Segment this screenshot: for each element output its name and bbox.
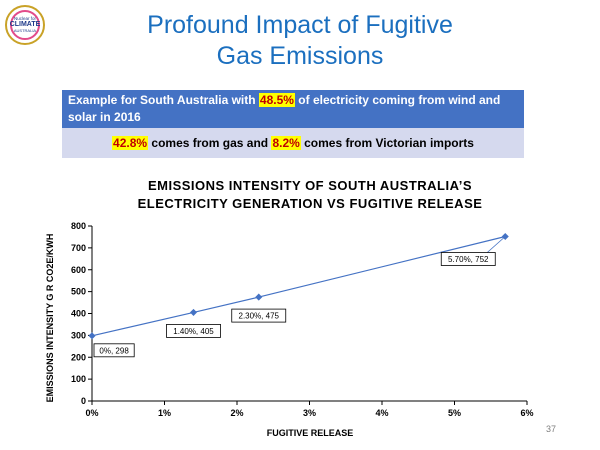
- x-tick-label: 3%: [303, 408, 316, 418]
- data-label-box: [166, 324, 221, 338]
- data-label-box: [231, 308, 287, 323]
- y-tick-label: 100: [71, 374, 86, 384]
- gas-share-highlight: 42.8%: [112, 136, 149, 150]
- data-label: 0%, 298: [99, 346, 129, 355]
- chart-data-labels: 0%, 298 1.40%, 405 2.30%, 475 5.70%, 752: [93, 236, 506, 358]
- logo-line-2: CLIMATE: [9, 21, 41, 29]
- gas-imports-callout: 42.8% comes from gas and 8.2% comes from…: [62, 128, 524, 158]
- data-point: [88, 332, 96, 340]
- callout-text-post: of electricity coming from wind and sola…: [68, 93, 501, 124]
- wind-solar-callout: Example for South Australia with 48.5% o…: [62, 90, 524, 128]
- gas-callout-post: comes from Victorian imports: [300, 136, 474, 150]
- chart-title: EMISSIONS INTENSITY OF SOUTH AUSTRALIA’S…: [60, 177, 560, 213]
- y-tick-label: 300: [71, 330, 86, 340]
- data-label-leader: [486, 236, 506, 253]
- nuclear-for-climate-logo: Nuclear for CLIMATE AUSTRALIA: [5, 5, 45, 45]
- x-tick-label: 6%: [520, 408, 533, 418]
- chart-tick-labels: 0 100 200 300 400 500 600 700 800 0% 1% 2% 3% 4% 5% 6%: [71, 221, 534, 418]
- slide-title: Profound Impact of Fugitive Gas Emission…: [80, 10, 520, 72]
- x-axis-label: FUGITIVE RELEASE: [266, 428, 354, 438]
- chart-title-line-2: ELECTRICITY GENERATION VS FUGITIVE RELEA…: [137, 196, 483, 211]
- y-tick-label: 0: [81, 396, 86, 406]
- series-line: [91, 235, 506, 337]
- slide-title-line-2: Gas Emissions: [216, 42, 384, 70]
- data-label-box: [93, 343, 135, 358]
- y-tick-label: 700: [71, 243, 86, 253]
- y-tick-label: 500: [71, 287, 86, 297]
- y-tick-label: 600: [71, 265, 86, 275]
- page-number: 37: [545, 424, 556, 434]
- chart-title-line-1: EMISSIONS INTENSITY OF SOUTH AUSTRALIA’S: [147, 178, 473, 193]
- y-tick-label: 400: [71, 309, 86, 319]
- chart-axes: [88, 225, 528, 405]
- data-point: [255, 293, 263, 301]
- y-tick-label: 200: [71, 352, 86, 362]
- x-tick-label: 5%: [448, 408, 461, 418]
- logo-line-1: Nuclear for: [13, 15, 36, 21]
- x-tick-label: 2%: [230, 408, 243, 418]
- imports-share-highlight: 8.2%: [271, 136, 301, 150]
- data-label-box: [440, 252, 496, 266]
- callout-text-pre: Example for South Australia with: [68, 93, 259, 107]
- x-tick-label: 0%: [85, 408, 98, 418]
- data-label: 5.70%, 752: [448, 255, 489, 264]
- data-point: [189, 308, 198, 316]
- data-label: 1.40%, 405: [173, 327, 214, 336]
- gas-callout-mid: comes from gas and: [148, 136, 272, 150]
- callout-highlight: 48.5%: [258, 93, 295, 107]
- logo-line-3: AUSTRALIA: [13, 28, 37, 34]
- x-tick-label: 1%: [158, 408, 171, 418]
- y-tick-label: 800: [71, 221, 86, 231]
- data-label: 2.30%, 475: [239, 312, 280, 321]
- slide-title-line-1: Profound Impact of Fugitive: [147, 11, 453, 39]
- x-tick-label: 4%: [375, 408, 388, 418]
- chart-series: [88, 232, 509, 340]
- logo-ring: Nuclear for CLIMATE AUSTRALIA: [10, 10, 40, 40]
